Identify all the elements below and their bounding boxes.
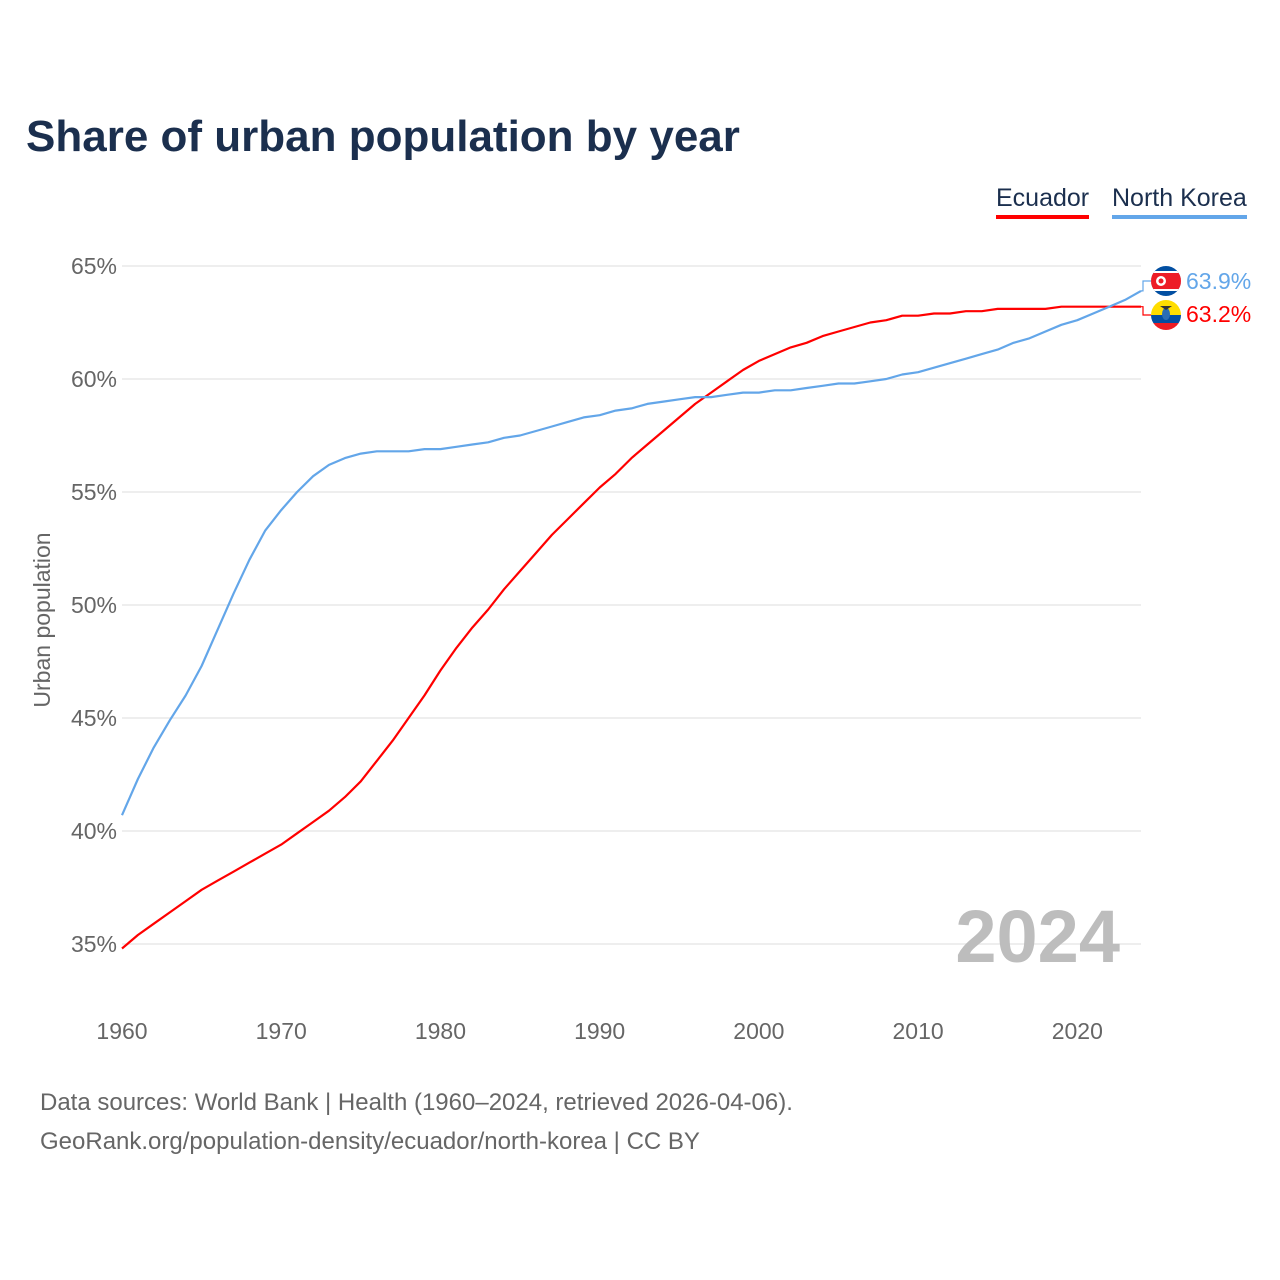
end-label-ecuador: 63.2% [1186,301,1251,327]
y-axis-label: Urban population [29,532,55,707]
chart-title: Share of urban population by year [26,112,740,161]
y-tick-label: 50% [71,592,117,618]
x-tick-label: 1980 [415,1018,466,1044]
x-tick-label: 1990 [574,1018,625,1044]
flag-north-korea-icon [1151,266,1181,296]
x-tick-label: 1960 [96,1018,147,1044]
footer-url[interactable]: GeoRank.org/population-density/ecuador/n… [40,1128,700,1155]
footer-sources: Data sources: World Bank | Health (1960–… [40,1089,793,1116]
year-watermark: 2024 [955,895,1120,978]
x-tick-label: 2020 [1052,1018,1103,1044]
y-tick-label: 45% [71,705,117,731]
x-tick-label: 1970 [256,1018,307,1044]
legend-ecuador[interactable]: Ecuador [996,184,1090,219]
y-tick-label: 60% [71,366,117,392]
y-tick-label: 40% [71,818,117,844]
end-label-connector [1141,306,1151,316]
x-tick-label: 2000 [733,1018,784,1044]
x-tick-label: 2010 [893,1018,944,1044]
series-line-ecuador [121,305,1141,950]
y-tick-label: 65% [71,253,117,279]
series-line-north-korea [120,289,1142,816]
y-tick-label: 55% [71,479,117,505]
end-label-connector [1141,280,1151,292]
legend-north-korea[interactable]: North Korea [1112,184,1247,219]
end-label-north-korea: 63.9% [1186,268,1251,294]
y-tick-label: 35% [71,931,117,957]
flag-ecuador-icon [1151,300,1181,330]
